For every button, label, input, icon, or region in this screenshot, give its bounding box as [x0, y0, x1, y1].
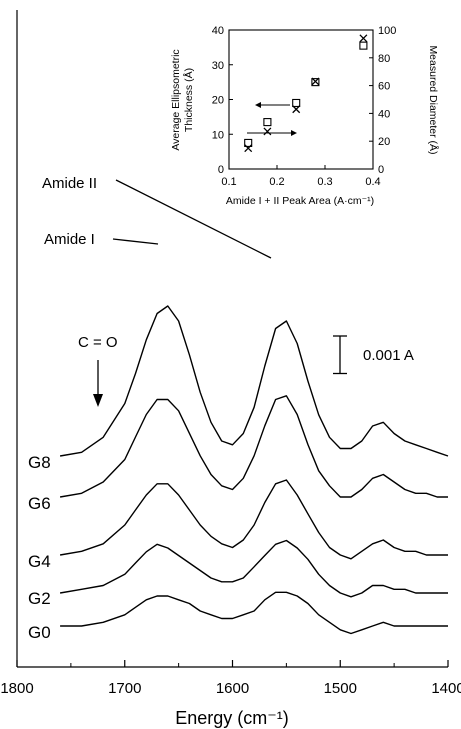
carbonyl-arrow	[93, 360, 103, 407]
inset-point-x	[263, 127, 272, 136]
inset-y-label-left-line2: Thickness (Å)	[182, 68, 195, 132]
amide-i-label: Amide I	[44, 231, 95, 248]
inset-x-tick-label: 0.2	[269, 176, 284, 188]
amide-i-leader-line	[112, 238, 159, 245]
inset-y-right-tick-label: 0	[378, 164, 384, 176]
x-tick-label: 1500	[324, 680, 357, 697]
carbonyl-label: C = O	[78, 334, 118, 351]
spectrum-line-g6	[59, 395, 448, 498]
x-tick-label: 1600	[216, 680, 249, 697]
inset-point-x	[359, 34, 368, 43]
inset-x-label: Amide I + II Peak Area (A·cm⁻¹)	[226, 195, 374, 207]
inset-y-tick-label: 40	[212, 25, 224, 37]
amide-ii-label: Amide II	[42, 175, 97, 192]
x-tick-label: 1700	[108, 680, 141, 697]
inset-y-right-tick-label: 40	[378, 108, 390, 120]
inset-point-x	[244, 144, 253, 153]
inset-y-right-tick-label: 80	[378, 53, 390, 65]
inset-point-x	[292, 105, 301, 114]
inset-point-square	[244, 138, 253, 147]
x-tick-label: 1400	[431, 680, 461, 697]
inset-x-tick-label: 0.3	[317, 176, 332, 188]
inset-y-right-tick-label: 60	[378, 81, 390, 93]
spectra-group	[59, 305, 449, 635]
inset-y-tick-label: 20	[212, 95, 224, 107]
inset-y-label-right: Measured Diameter (Å)	[427, 45, 440, 154]
inset-points	[244, 34, 368, 153]
series-label-g8: G8	[28, 453, 51, 472]
scale-bar-label: 0.001 A	[363, 347, 414, 364]
inset-x-tick-label: 0.4	[365, 176, 380, 188]
series-label-g0: G0	[28, 623, 51, 642]
inset-y-tick-label: 30	[212, 60, 224, 72]
series-label-g6: G6	[28, 494, 51, 513]
inset-frame	[228, 29, 374, 170]
inset-point-square	[359, 41, 368, 50]
x-axis-title: Energy (cm⁻¹)	[175, 708, 289, 728]
spectrum-line-g2	[59, 539, 448, 598]
series-label-g2: G2	[28, 589, 51, 608]
series-label-g4: G4	[28, 552, 51, 571]
inset-y-tick-label: 0	[218, 164, 224, 176]
inset-x-tick-label: 0.1	[221, 176, 236, 188]
amide-ii-leader-line	[115, 179, 272, 259]
left-axis-arrow	[255, 102, 290, 108]
inset-point-square	[292, 98, 301, 108]
inset-y-tick-label: 10	[212, 129, 224, 141]
x-axis-ticks: 1800 1700 1600 1500 1400	[0, 660, 461, 697]
inset-y-right-tick-label: 100	[378, 25, 396, 37]
spectrum-line-g8	[59, 305, 449, 457]
right-axis-arrow	[247, 130, 297, 136]
inset-point-square	[263, 118, 272, 127]
spectrum-line-g0	[60, 591, 448, 635]
scale-bar	[333, 335, 347, 375]
inset-y-label-left-line1: Average Ellipsometric	[170, 49, 182, 150]
inset-point-x	[311, 77, 320, 86]
x-tick-label: 1800	[0, 680, 33, 697]
spectrum-line-g4	[59, 479, 448, 560]
main-chart: G8 G6 G4 G2 G0 Amide II Amide I C = O 0.…	[0, 10, 461, 728]
inset-y-right-tick-label: 20	[378, 136, 390, 148]
